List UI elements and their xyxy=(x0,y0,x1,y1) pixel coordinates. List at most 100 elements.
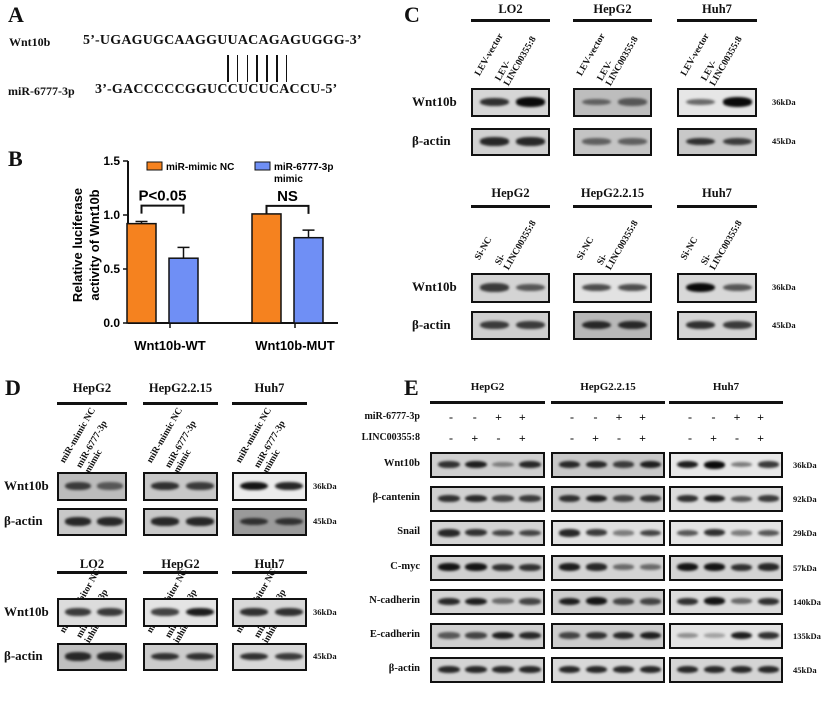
protein-band xyxy=(676,563,699,571)
condition-sign: - xyxy=(570,431,574,445)
western-blot xyxy=(57,643,127,671)
western-blot xyxy=(677,88,757,117)
protein-band xyxy=(274,517,303,526)
condition-sign: - xyxy=(496,431,501,445)
cell-line-header: HepG2 xyxy=(593,2,632,16)
protein-band xyxy=(464,495,487,503)
panel-d-label: D xyxy=(5,375,21,400)
condition-sign: + xyxy=(518,431,526,445)
protein-band xyxy=(685,98,716,106)
western-blot xyxy=(551,554,665,581)
row-label-beta-actin: β-actin xyxy=(4,513,43,528)
row-label-beta-actin: β-actin xyxy=(412,133,451,148)
protein-band xyxy=(151,517,180,526)
row-label: β-cantenin xyxy=(372,492,420,504)
protein-band xyxy=(757,461,780,468)
protein-band xyxy=(676,666,699,674)
group-underline xyxy=(551,401,665,404)
western-blot xyxy=(669,452,783,478)
western-blot xyxy=(471,311,550,340)
western-blot xyxy=(57,508,127,536)
condition-sign: + xyxy=(733,410,741,424)
protein-band xyxy=(685,282,716,293)
protein-band xyxy=(612,631,635,640)
lane-label: Si-NC xyxy=(575,235,597,262)
protein-band xyxy=(274,652,303,661)
lane-label: Si- LINC00355:8 xyxy=(595,219,641,272)
molecular-weight-label: 45kDa xyxy=(772,319,796,330)
protein-band xyxy=(437,632,460,639)
protein-band xyxy=(479,283,509,292)
group-underline xyxy=(471,205,550,208)
group-underline xyxy=(143,571,218,574)
western-blot xyxy=(677,311,757,340)
protein-band xyxy=(722,321,753,329)
protein-band xyxy=(639,597,662,605)
protein-band xyxy=(519,460,542,469)
cell-line-header: HepG2 xyxy=(161,557,200,571)
condition-sign: + xyxy=(757,410,764,424)
protein-band xyxy=(437,529,460,537)
protein-band xyxy=(685,137,716,146)
condition-sign: - xyxy=(688,410,692,424)
protein-band xyxy=(492,598,515,605)
western-blot xyxy=(57,472,127,501)
western-blot xyxy=(232,598,307,627)
protein-band xyxy=(703,460,726,469)
protein-band xyxy=(612,461,635,468)
group-underline xyxy=(232,571,307,574)
condition-sign: + xyxy=(639,431,646,445)
condition-sign: + xyxy=(615,410,623,424)
condition-sign: - xyxy=(449,410,453,424)
significance-bracket xyxy=(140,204,185,214)
protein-band xyxy=(639,495,662,503)
protein-band xyxy=(585,597,608,606)
row-label: E-cadherin xyxy=(369,629,420,640)
condition-sign: - xyxy=(617,431,621,445)
protein-band xyxy=(558,563,581,571)
cell-line-header: HepG2 xyxy=(491,186,530,200)
western-blot xyxy=(669,657,783,684)
protein-band xyxy=(585,529,608,537)
protein-band xyxy=(479,137,509,146)
protein-band xyxy=(519,529,542,537)
molecular-weight-label: 36kDa xyxy=(313,480,337,491)
target-sequence: 5’-UGAGUGCAAGGUUACAGAGUGGG-3’ xyxy=(83,33,362,48)
protein-band xyxy=(274,481,303,491)
y-tick-label: 1.0 xyxy=(103,208,120,222)
group-underline xyxy=(573,205,652,208)
protein-band xyxy=(151,481,180,491)
y-tick-label: 0.5 xyxy=(103,262,120,276)
condition-sign: - xyxy=(735,431,739,445)
luciferase-bar-chart: 0.0 0.5 1.0 1.5 Relative luciferase activity … xyxy=(70,154,338,353)
protein-band xyxy=(437,495,460,503)
protein-band xyxy=(65,652,91,661)
protein-band xyxy=(240,652,269,661)
protein-band xyxy=(464,597,487,606)
western-blot xyxy=(430,623,545,649)
protein-band xyxy=(585,666,608,674)
western-blot xyxy=(430,452,545,478)
y-axis-label: Relative luciferase activity of Wnt10b xyxy=(70,188,102,302)
group-underline xyxy=(669,401,783,404)
condition-sign: - xyxy=(449,431,453,445)
protein-band xyxy=(185,607,214,617)
protein-band xyxy=(437,563,460,571)
western-blot xyxy=(551,520,665,547)
protein-band xyxy=(464,460,487,469)
western-blot xyxy=(677,273,757,303)
western-blot xyxy=(143,472,218,501)
protein-band xyxy=(676,495,699,503)
protein-band xyxy=(618,320,648,330)
condition-sign: - xyxy=(688,431,692,445)
lane-label: Si-NC xyxy=(679,235,701,262)
western-blot xyxy=(551,623,665,649)
western-blot xyxy=(232,472,307,501)
protein-band xyxy=(558,460,581,469)
protein-band xyxy=(97,482,123,490)
row-label: Wnt10b xyxy=(383,458,420,469)
protein-band xyxy=(185,517,214,526)
molecular-weight-label: 45kDa xyxy=(793,665,817,676)
protein-band xyxy=(639,460,662,469)
